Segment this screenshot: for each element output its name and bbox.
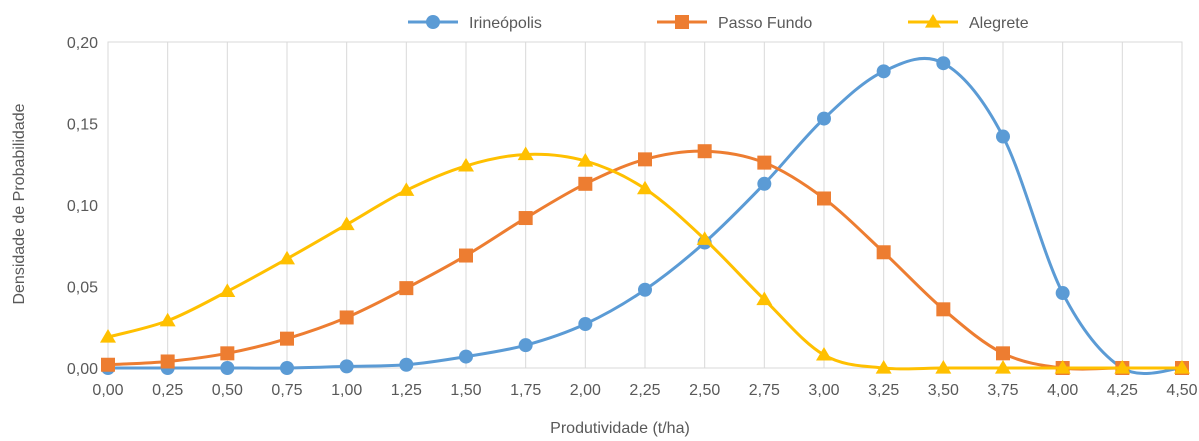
data-point <box>995 360 1011 374</box>
grid-layer <box>107 41 1183 369</box>
data-point <box>101 357 115 372</box>
data-point <box>875 360 892 374</box>
x-tick-label: 3,00 <box>808 382 839 399</box>
legend-label: Passo Fundo <box>718 15 812 32</box>
x-tick-label: 2,25 <box>629 382 660 399</box>
data-point <box>697 144 712 159</box>
data-point <box>757 176 772 191</box>
data-point <box>577 152 594 167</box>
data-point <box>1174 360 1190 374</box>
data-point <box>280 361 294 375</box>
data-point <box>459 349 473 364</box>
x-tick-label: 1,00 <box>331 382 362 399</box>
y-axis-title: Densidade de Probabilidade <box>11 103 28 304</box>
data-point <box>638 282 652 297</box>
data-point <box>1055 286 1070 301</box>
data-point <box>100 329 116 343</box>
legend-entry: Irineópolis <box>408 15 542 32</box>
x-tick-label: 1,75 <box>510 382 541 399</box>
data-point <box>936 302 951 317</box>
legend-label: Irineópolis <box>469 15 542 32</box>
data-point <box>1114 360 1131 374</box>
data-point <box>696 231 713 245</box>
data-point <box>817 191 831 206</box>
data-point <box>220 361 235 375</box>
data-point <box>1054 360 1071 374</box>
x-tick-label: 0,50 <box>212 382 243 399</box>
legend-entry: Alegrete <box>908 14 1029 32</box>
data-point <box>160 354 175 369</box>
data-point <box>279 250 295 265</box>
y-tick-label: 0,10 <box>67 198 98 215</box>
series-2 <box>100 146 1190 374</box>
data-point <box>876 245 891 260</box>
data-point <box>638 152 652 167</box>
data-point <box>996 346 1010 361</box>
data-point <box>458 157 474 172</box>
legend-entry: Passo Fundo <box>657 15 812 32</box>
data-point <box>757 155 772 170</box>
series-line <box>108 56 1183 376</box>
data-point <box>398 182 415 196</box>
data-point <box>817 111 831 126</box>
data-point <box>816 346 832 361</box>
axis-layer: 0,00 0,25 0,50 0,75 1,00 1,25 1,50 1,75 2,00 2,25… <box>67 35 1198 399</box>
data-point <box>399 281 414 296</box>
series-layer <box>100 56 1190 376</box>
y-tick-label: 0,15 <box>67 117 98 134</box>
x-tick-label: 0,75 <box>271 382 302 399</box>
data-point <box>339 310 354 325</box>
data-point <box>578 316 593 331</box>
x-tick-label: 4,50 <box>1166 382 1197 399</box>
x-tick-label: 0,25 <box>152 382 183 399</box>
x-tick-label: 1,25 <box>391 382 422 399</box>
legend: Irineópolis Passo Fundo Alegrete <box>408 14 1029 32</box>
legend-marker <box>925 14 941 28</box>
x-tick-label: 0,00 <box>92 382 123 399</box>
x-axis-title: Produtividade (t/ha) <box>550 420 690 437</box>
y-tick-label: 0,05 <box>67 280 98 297</box>
x-tick-label: 2,75 <box>749 382 780 399</box>
data-point <box>578 176 593 191</box>
data-point <box>338 216 355 231</box>
x-tick-label: 3,25 <box>868 382 899 399</box>
legend-label: Alegrete <box>969 15 1029 32</box>
x-tick-label: 4,25 <box>1107 382 1138 399</box>
data-point <box>756 291 773 306</box>
data-point <box>637 180 653 195</box>
x-tick-label: 1,50 <box>450 382 481 399</box>
legend-marker <box>426 15 440 29</box>
data-point <box>219 283 236 297</box>
y-tick-label: 0,00 <box>67 361 98 378</box>
y-tick-label: 0,20 <box>67 35 98 52</box>
x-tick-label: 3,50 <box>928 382 959 399</box>
data-point <box>876 64 891 79</box>
data-point <box>159 312 176 327</box>
data-point <box>936 56 951 71</box>
data-point <box>339 359 354 374</box>
x-tick-label: 3,75 <box>987 382 1018 399</box>
x-tick-label: 4,00 <box>1047 382 1078 399</box>
data-point <box>996 129 1010 144</box>
data-point <box>518 338 533 353</box>
data-point <box>459 248 473 263</box>
data-point <box>517 146 534 161</box>
data-point <box>220 346 235 361</box>
legend-marker <box>675 15 689 29</box>
x-tick-label: 2,00 <box>570 382 601 399</box>
data-point <box>935 360 952 374</box>
data-point <box>280 331 294 346</box>
x-tick-label: 2,50 <box>689 382 720 399</box>
data-point <box>399 357 414 372</box>
data-point <box>518 211 533 226</box>
